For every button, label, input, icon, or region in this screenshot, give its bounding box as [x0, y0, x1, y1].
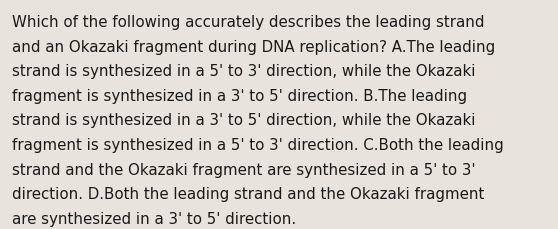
- Text: Which of the following accurately describes the leading strand: Which of the following accurately descri…: [12, 15, 485, 30]
- Text: are synthesized in a 3' to 5' direction.: are synthesized in a 3' to 5' direction.: [12, 211, 296, 226]
- Text: strand is synthesized in a 3' to 5' direction, while the Okazaki: strand is synthesized in a 3' to 5' dire…: [12, 113, 476, 128]
- Text: direction. D.Both the leading strand and the Okazaki fragment: direction. D.Both the leading strand and…: [12, 186, 485, 201]
- Text: and an Okazaki fragment during DNA replication? A.The leading: and an Okazaki fragment during DNA repli…: [12, 39, 496, 54]
- Text: strand is synthesized in a 5' to 3' direction, while the Okazaki: strand is synthesized in a 5' to 3' dire…: [12, 64, 476, 79]
- Text: fragment is synthesized in a 3' to 5' direction. B.The leading: fragment is synthesized in a 3' to 5' di…: [12, 88, 468, 103]
- Text: fragment is synthesized in a 5' to 3' direction. C.Both the leading: fragment is synthesized in a 5' to 3' di…: [12, 137, 504, 152]
- Text: strand and the Okazaki fragment are synthesized in a 5' to 3': strand and the Okazaki fragment are synt…: [12, 162, 476, 177]
